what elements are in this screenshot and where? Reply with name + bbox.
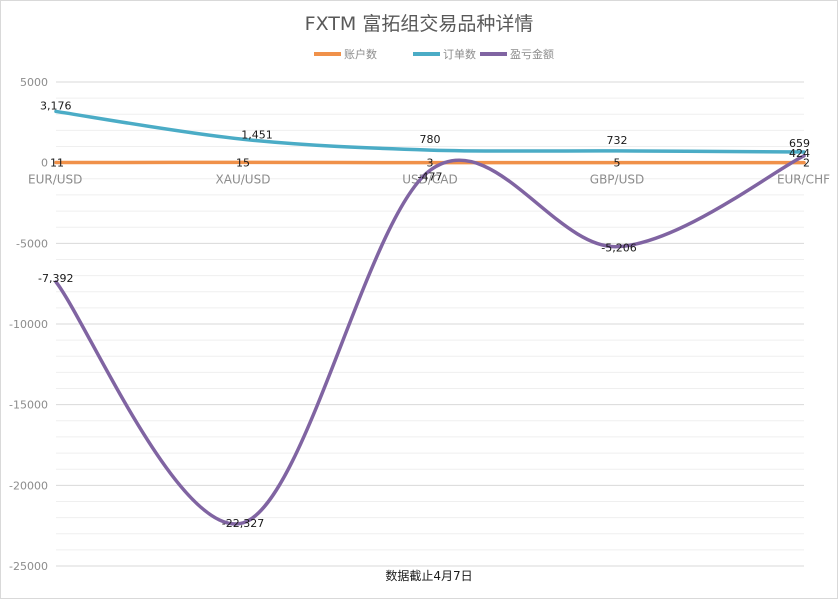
data-label: -7,392 <box>38 272 73 285</box>
legend-label-1: 订单数 <box>443 48 476 61</box>
data-label: 15 <box>236 156 250 169</box>
data-label: 3 <box>427 157 434 170</box>
series-line-1 <box>54 109 806 154</box>
data-label: -22,327 <box>222 517 264 530</box>
x-tick-label: EUR/USD <box>28 173 82 187</box>
y-tick-label: 0 <box>41 157 48 170</box>
legend-label-0: 账户数 <box>344 47 377 61</box>
y-tick-label: -5000 <box>16 237 48 250</box>
data-label: 659 <box>789 137 810 150</box>
chart-title: FXTM 富拓组交易品种详情 <box>305 13 534 35</box>
data-label: 732 <box>607 134 628 147</box>
x-tick-label: XAU/USD <box>216 173 271 187</box>
data-label: 780 <box>420 133 441 146</box>
data-label: 1,451 <box>241 128 273 141</box>
x-tick-label: GBP/USD <box>590 173 644 187</box>
y-tick-label: 5000 <box>20 76 48 89</box>
data-label: -5,206 <box>601 242 636 255</box>
y-tick-label: -10000 <box>9 318 48 331</box>
legend-label-2: 盈亏金额 <box>510 47 554 61</box>
y-tick-label: -15000 <box>9 399 48 412</box>
data-label: 3,176 <box>40 99 72 112</box>
y-tick-label: -25000 <box>9 560 48 573</box>
data-label: 2 <box>803 157 810 170</box>
data-label: 424 <box>789 147 810 160</box>
data-label: 5 <box>614 157 621 170</box>
chart-footnote: 数据截止4月7日 <box>385 568 472 583</box>
y-tick-label: -20000 <box>9 479 48 492</box>
series-line-2 <box>54 154 806 526</box>
data-label: -477 <box>418 170 443 183</box>
x-tick-label: EUR/CHF <box>777 173 830 187</box>
data-label: 11 <box>50 156 64 169</box>
